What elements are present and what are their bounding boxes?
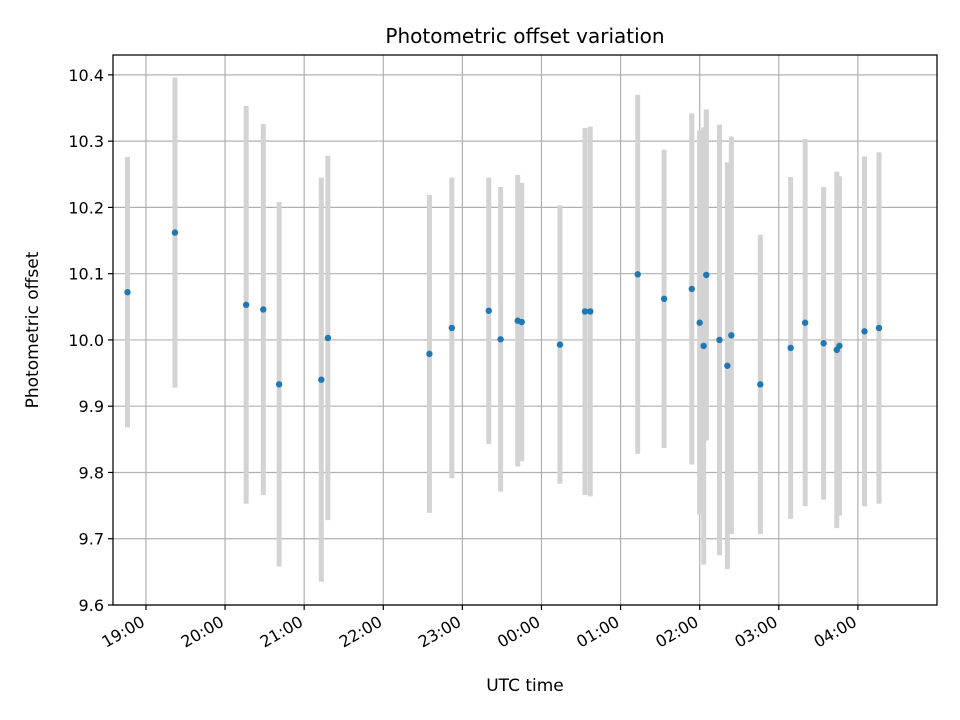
data-point	[497, 336, 504, 343]
data-point	[260, 306, 267, 313]
y-axis: 9.6 9.7 9.8 9.9 10.0 10.1 10.2 10.3 10.4	[68, 66, 113, 615]
data-point	[485, 307, 492, 314]
data-point	[696, 319, 703, 326]
data-point	[820, 340, 827, 347]
data-point	[318, 376, 325, 383]
y-tick-label: 9.6	[79, 596, 104, 615]
y-tick-label: 10.4	[68, 66, 104, 85]
data-point	[426, 350, 433, 358]
data-point	[275, 381, 283, 388]
data-point	[124, 289, 131, 296]
data-point	[634, 271, 641, 278]
data-point	[581, 308, 589, 315]
data-points	[124, 229, 883, 388]
y-tick-label: 10.1	[68, 265, 104, 284]
y-tick-label: 9.9	[79, 397, 104, 416]
data-point	[724, 362, 731, 369]
data-point	[324, 334, 332, 342]
x-axis-label: UTC time	[486, 676, 564, 696]
data-point	[660, 295, 668, 303]
data-point	[757, 381, 764, 388]
data-point	[518, 318, 525, 326]
plot-frame	[112, 54, 938, 606]
data-point	[861, 328, 868, 335]
data-point	[688, 285, 695, 293]
data-point	[242, 301, 250, 309]
y-tick-label: 10.0	[68, 331, 104, 350]
data-point	[801, 319, 809, 326]
chart-title: Photometric offset variation	[385, 24, 664, 48]
y-tick-label: 9.8	[79, 463, 104, 482]
data-point	[556, 341, 564, 348]
y-tick-label: 10.3	[68, 132, 104, 151]
data-point	[716, 336, 723, 344]
data-point	[836, 342, 843, 350]
data-point	[728, 332, 735, 339]
data-point	[448, 324, 456, 332]
y-axis-label: Photometric offset	[23, 251, 43, 408]
y-tick-label: 9.7	[79, 530, 104, 549]
data-point	[875, 324, 883, 332]
data-point	[703, 271, 710, 279]
data-point	[587, 308, 594, 315]
data-point	[787, 344, 794, 352]
data-point	[171, 229, 179, 236]
y-tick-label: 10.2	[68, 198, 104, 217]
data-point	[700, 342, 707, 350]
